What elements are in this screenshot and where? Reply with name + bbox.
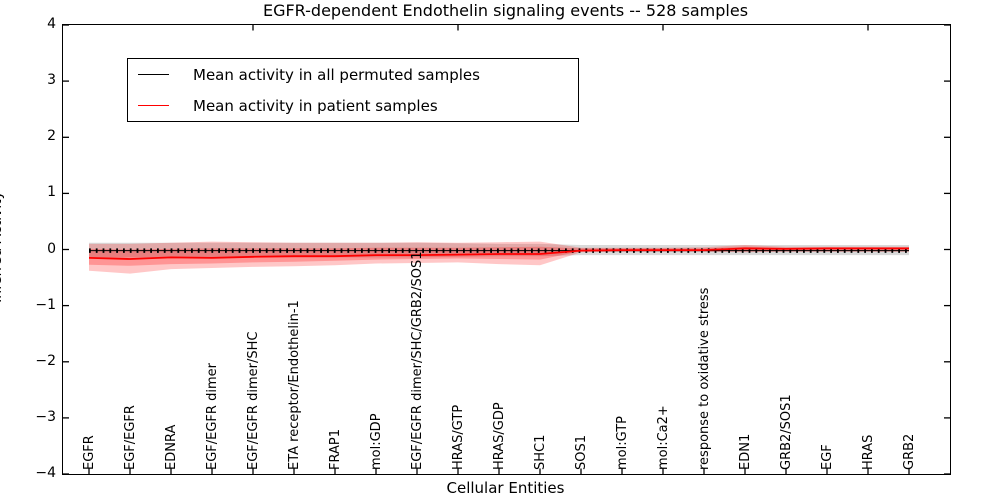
plot-area: Mean activity in all permuted samples Me… <box>62 24 951 475</box>
x-tick-label: EDNRA <box>164 424 179 470</box>
x-tick-label: EGF <box>820 444 835 470</box>
y-tick-label: −2 <box>35 352 56 369</box>
x-tick-label: SOS1 <box>574 434 589 470</box>
y-tick-label: −3 <box>35 408 56 425</box>
x-tick-label: ETA receptor/Endothelin-1 <box>287 300 302 470</box>
chart-title: EGFR-dependent Endothelin signaling even… <box>262 1 749 20</box>
y-axis-label: Inferred Activity <box>0 191 5 303</box>
x-tick-label: FRAP1 <box>328 429 343 470</box>
axis-ticks <box>63 25 950 474</box>
chart-canvas <box>63 25 950 474</box>
x-tick-label: EGF/EGFR dimer <box>205 363 220 470</box>
x-tick-label: mol:Ca2+ <box>656 405 671 470</box>
legend-entry-permuted: Mean activity in all permuted samples <box>128 59 578 90</box>
x-tick-label: GRB2/SOS1 <box>779 394 794 470</box>
legend: Mean activity in all permuted samples Me… <box>127 58 579 122</box>
y-tick-label: −1 <box>35 296 56 313</box>
x-tick-label: HRAS/GTP <box>451 404 466 470</box>
y-tick-label: 3 <box>47 72 56 89</box>
x-tick-label: EGF/EGFR <box>123 405 138 470</box>
patient-mean-line <box>88 247 909 260</box>
y-tick-label: 1 <box>47 184 56 201</box>
x-tick-label: EDN1 <box>738 433 753 470</box>
y-tick-label: 4 <box>47 16 56 32</box>
x-tick-label: HRAS/GDP <box>492 402 507 470</box>
x-tick-label: SHC1 <box>533 434 548 470</box>
x-tick-label: EGF/EGFR dimer/SHC <box>246 331 261 470</box>
x-tick-label: mol:GDP <box>369 413 384 470</box>
legend-label-patient: Mean activity in patient samples <box>193 96 438 115</box>
y-tick-label: 0 <box>47 240 56 257</box>
legend-label-permuted: Mean activity in all permuted samples <box>193 65 480 84</box>
x-axis-label: Cellular Entities <box>446 479 565 497</box>
y-tick-label: 2 <box>47 128 56 145</box>
patient-line-sample-icon <box>138 105 169 106</box>
x-tick-label: GRB2 <box>902 433 917 470</box>
x-tick-label: EGFR <box>82 435 97 470</box>
legend-entry-patient: Mean activity in patient samples <box>128 90 578 121</box>
x-tick-label: HRAS <box>861 434 876 470</box>
x-tick-label: mol:GTP <box>615 416 630 470</box>
x-tick-label: response to oxidative stress <box>697 287 712 470</box>
x-tick-label: EGF/EGFR dimer/SHC/GRB2/SOS1 <box>410 251 425 471</box>
permuted-line-sample-icon <box>138 74 169 75</box>
y-tick-label: −4 <box>35 465 56 481</box>
